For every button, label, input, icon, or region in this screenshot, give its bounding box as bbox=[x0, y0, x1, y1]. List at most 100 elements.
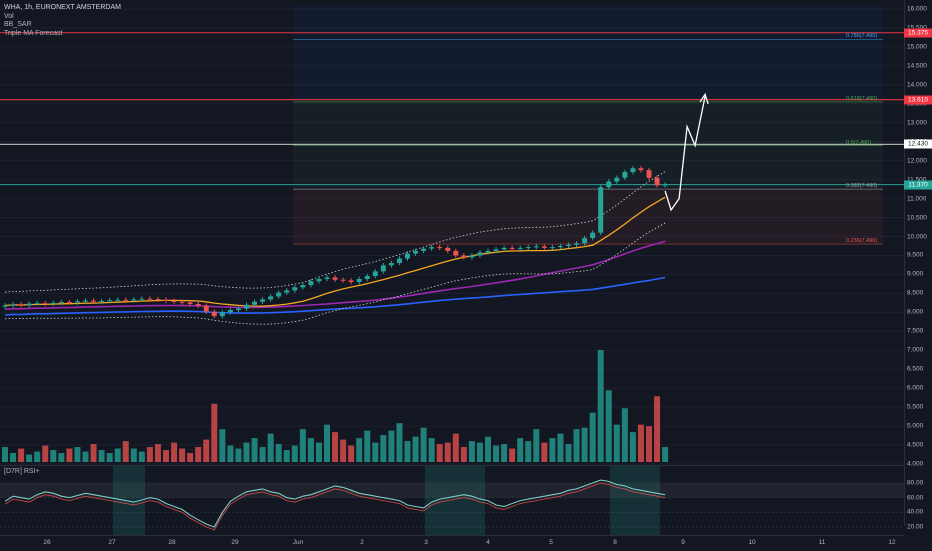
volume-bar bbox=[195, 447, 202, 462]
price-tick-label: 15.000 bbox=[907, 43, 927, 51]
price-axis[interactable]: 16.00015.50015.00014.50014.00013.50013.0… bbox=[904, 0, 932, 531]
volume-bar bbox=[50, 450, 57, 462]
ma-fast-line bbox=[4, 196, 666, 307]
volume-bar bbox=[605, 390, 612, 462]
candle bbox=[461, 255, 467, 258]
fib-level-label: 0.618(7.490) bbox=[846, 95, 878, 102]
candle bbox=[566, 244, 571, 246]
candle bbox=[453, 250, 459, 256]
volume-bar bbox=[283, 450, 290, 462]
volume-bar bbox=[629, 432, 636, 462]
candle bbox=[380, 265, 386, 272]
time-tick-label: 9 bbox=[681, 539, 685, 546]
volume-bar bbox=[533, 429, 540, 462]
time-tick-label: 5 bbox=[549, 539, 553, 546]
candle bbox=[638, 168, 644, 171]
time-tick-label: Jun bbox=[292, 539, 304, 546]
candle bbox=[139, 298, 145, 300]
candle bbox=[203, 305, 209, 312]
time-tick-label: 10 bbox=[748, 539, 756, 546]
candle bbox=[83, 300, 88, 302]
price-tick-label: 11.500 bbox=[907, 176, 926, 183]
legend-bb-sar[interactable]: BB_SAR bbox=[4, 21, 32, 28]
rsi-legend[interactable]: [D7R] RSI+ bbox=[4, 468, 40, 475]
time-tick-label: 26 bbox=[43, 539, 51, 546]
volume-bar bbox=[219, 429, 226, 462]
candle bbox=[549, 247, 555, 249]
time-tick-label: 2 bbox=[360, 539, 364, 546]
candle bbox=[485, 250, 491, 253]
volume-bar bbox=[485, 436, 491, 462]
fib-level-label: 0.5(7.490) bbox=[846, 139, 872, 146]
volume-bar bbox=[332, 432, 339, 462]
volume-bar bbox=[299, 429, 306, 462]
candle bbox=[99, 300, 105, 302]
candle bbox=[123, 299, 129, 301]
volume-bar bbox=[122, 441, 129, 462]
time-axis[interactable]: 26 27 28 29 Jun 2 3 4 5 8 9 10 11 12 bbox=[0, 535, 904, 551]
pane-separator[interactable] bbox=[0, 465, 904, 466]
price-tick-label: 10.000 bbox=[907, 233, 927, 240]
volume-bar bbox=[90, 444, 97, 462]
candle bbox=[590, 232, 596, 239]
volume-bar bbox=[452, 433, 459, 462]
volume-bar bbox=[573, 429, 580, 462]
candle bbox=[574, 243, 580, 245]
candle bbox=[477, 252, 483, 256]
candle bbox=[171, 300, 177, 302]
price-badge: 13.610 bbox=[904, 95, 932, 105]
volume-bar bbox=[2, 447, 8, 462]
price-tick-label: 5.500 bbox=[907, 403, 924, 411]
volume-bar bbox=[549, 438, 556, 462]
candle bbox=[405, 253, 410, 259]
rsi-highlight bbox=[610, 466, 660, 535]
time-tick-label: 11 bbox=[818, 539, 826, 546]
candle bbox=[26, 303, 32, 306]
volume-bar bbox=[493, 445, 500, 462]
volume-bar bbox=[315, 442, 322, 462]
price-tick-label: 15.500 bbox=[907, 24, 927, 31]
price-badge: 12.430 bbox=[904, 139, 932, 149]
candle bbox=[533, 246, 539, 248]
volume-bar bbox=[372, 442, 379, 462]
volume-bar bbox=[138, 451, 145, 462]
legend-triple-ma[interactable]: Triple MA Forecast bbox=[4, 29, 63, 37]
volume-bar bbox=[525, 441, 532, 462]
candle bbox=[18, 304, 24, 306]
candle bbox=[493, 249, 499, 251]
volume-bar bbox=[404, 441, 411, 462]
volume-bar bbox=[259, 447, 266, 462]
volume-bar bbox=[307, 438, 314, 462]
candle bbox=[340, 279, 346, 281]
candle bbox=[372, 271, 378, 276]
fib-zone-top bbox=[293, 5, 883, 100]
volume-bar bbox=[476, 442, 483, 462]
legend-volume[interactable]: Vol bbox=[4, 12, 14, 20]
volume-bar bbox=[396, 423, 403, 462]
volume-bar bbox=[597, 350, 604, 462]
time-tick-label: 12 bbox=[888, 539, 896, 546]
legend-symbol[interactable]: WHA, 1h, EURONEXT AMSTERDAM bbox=[4, 4, 121, 11]
ma-mid-line bbox=[4, 240, 666, 311]
candle bbox=[235, 308, 241, 311]
volume-bar bbox=[637, 424, 644, 462]
candle bbox=[517, 247, 523, 249]
volume-bar bbox=[557, 433, 564, 462]
price-tick-label: 13.000 bbox=[907, 119, 927, 127]
price-tick-label: 9.500 bbox=[907, 251, 924, 259]
price-tick-label: 12.000 bbox=[907, 157, 927, 165]
price-tick-label: 10.500 bbox=[907, 214, 927, 222]
candle bbox=[260, 299, 266, 302]
volume-bar bbox=[34, 451, 41, 462]
candle bbox=[252, 301, 258, 305]
candle bbox=[308, 281, 314, 286]
candle bbox=[364, 275, 370, 279]
price-tick-label: 6.000 bbox=[907, 384, 924, 392]
volume-bar bbox=[187, 453, 194, 462]
chart-canvas[interactable] bbox=[0, 0, 904, 535]
fib-level-label: 0.382(7.490) bbox=[846, 183, 878, 190]
volume-bar bbox=[420, 427, 427, 462]
rsi-line bbox=[4, 479, 666, 528]
volume-bar bbox=[154, 444, 161, 462]
